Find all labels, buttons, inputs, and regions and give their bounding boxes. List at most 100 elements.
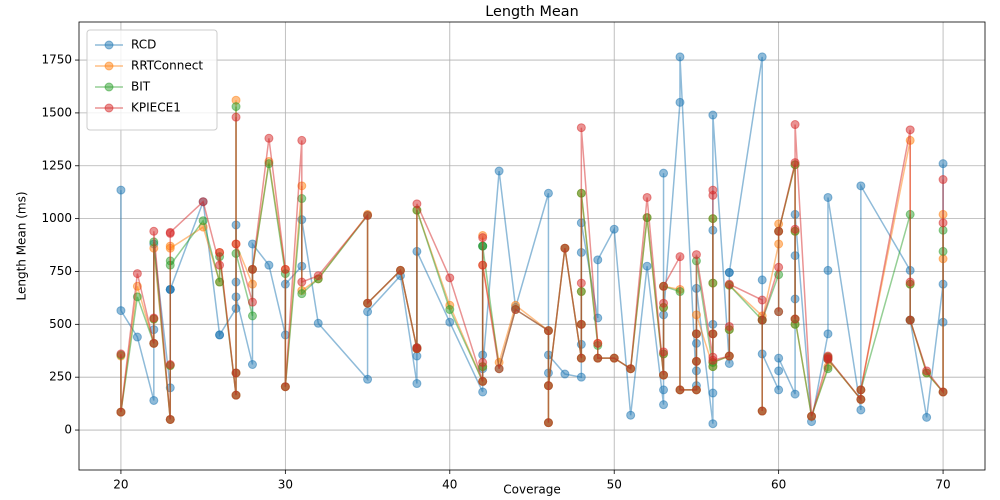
data-point [659, 298, 669, 308]
x-tick-label: 60 [771, 478, 786, 492]
data-point [724, 351, 734, 361]
data-point [560, 369, 570, 379]
data-point [478, 387, 488, 397]
y-axis-label: Length Mean (ms) [15, 191, 29, 300]
data-point [659, 370, 669, 380]
data-point [659, 281, 669, 291]
data-point [609, 224, 619, 234]
data-point [724, 321, 734, 331]
data-point [543, 188, 553, 198]
data-point [823, 353, 833, 363]
legend: RCD RRTConnect BIT KPIECE1 [86, 29, 218, 131]
data-point [757, 295, 767, 305]
data-point [724, 279, 734, 289]
data-point [445, 305, 455, 315]
legend-marker [104, 40, 114, 50]
x-tick-label: 70 [935, 478, 950, 492]
data-point [905, 125, 915, 135]
data-point [659, 400, 669, 410]
data-point [790, 314, 800, 324]
data-point [856, 405, 866, 415]
data-point [149, 395, 159, 405]
data-point [363, 374, 373, 384]
data-point [264, 260, 274, 270]
series-line [120, 117, 944, 423]
data-point [691, 385, 701, 395]
data-point [708, 185, 718, 195]
data-point [790, 158, 800, 168]
data-point [757, 406, 767, 416]
data-point [757, 315, 767, 325]
data-point [247, 311, 257, 321]
legend-label: RCD [131, 38, 156, 52]
x-tick-label: 30 [278, 478, 293, 492]
data-point [774, 307, 784, 317]
data-point [478, 233, 488, 243]
data-point [116, 349, 126, 359]
data-point [478, 376, 488, 386]
data-point [938, 387, 948, 397]
data-point [691, 356, 701, 366]
legend-box [86, 29, 218, 131]
data-point [675, 97, 685, 107]
data-point [494, 364, 504, 374]
data-point [691, 250, 701, 260]
data-point [823, 329, 833, 339]
data-point [231, 102, 241, 112]
data-point [790, 120, 800, 130]
legend-marker [104, 82, 114, 92]
plot-frame [78, 21, 986, 471]
data-point [774, 353, 784, 363]
data-point [445, 317, 455, 327]
data-point [313, 271, 323, 281]
data-point [856, 385, 866, 395]
data-point [132, 332, 142, 342]
data-point [215, 247, 225, 257]
data-point [790, 224, 800, 234]
data-point [165, 360, 175, 370]
data-point [922, 412, 932, 422]
legend-label: BIT [131, 80, 151, 94]
data-point [543, 418, 553, 428]
y-tick-label: 250 [49, 370, 72, 384]
data-point [149, 338, 159, 348]
data-point [774, 385, 784, 395]
data-point [297, 289, 307, 299]
data-point [823, 265, 833, 275]
data-point [132, 269, 142, 279]
data-point [363, 210, 373, 220]
data-point [231, 390, 241, 400]
data-point [724, 268, 734, 278]
data-point [543, 381, 553, 391]
data-point [543, 326, 553, 336]
y-tick-label: 500 [49, 317, 72, 331]
data-point [757, 275, 767, 285]
data-point [659, 168, 669, 178]
data-point [116, 407, 126, 417]
data-point [412, 351, 422, 361]
data-point [576, 353, 586, 363]
data-point [576, 319, 586, 329]
data-point [116, 185, 126, 195]
data-point [626, 364, 636, 374]
data-point [626, 410, 636, 420]
data-point [708, 355, 718, 365]
data-point [165, 227, 175, 237]
data-point [511, 305, 521, 315]
y-tick-label: 1750 [41, 53, 72, 67]
data-point [708, 329, 718, 339]
data-point [313, 318, 323, 328]
data-point [412, 199, 422, 209]
data-point [198, 216, 208, 226]
data-point [823, 192, 833, 202]
data-point [708, 419, 718, 429]
data-point [659, 347, 669, 357]
data-point [478, 260, 488, 270]
data-point [165, 414, 175, 424]
legend-label: KPIECE1 [131, 101, 181, 115]
data-point [757, 52, 767, 62]
y-tick-label: 0 [64, 423, 72, 437]
data-point [297, 135, 307, 145]
data-point [494, 166, 504, 176]
